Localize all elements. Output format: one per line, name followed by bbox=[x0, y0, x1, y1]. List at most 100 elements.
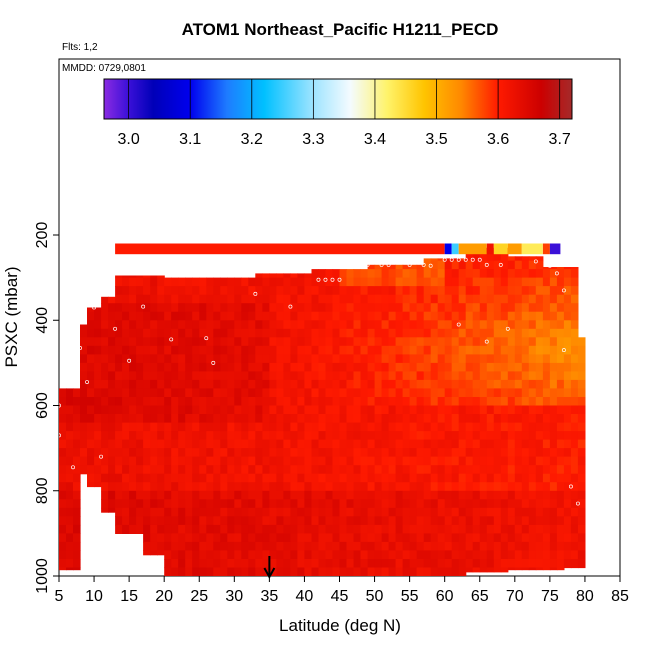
heatmap-cell bbox=[381, 490, 390, 500]
heatmap-cell bbox=[325, 414, 334, 424]
heatmap-cell bbox=[115, 490, 123, 500]
heatmap-cell bbox=[500, 499, 509, 509]
heatmap-cell bbox=[276, 277, 284, 287]
heatmap-cell bbox=[241, 473, 249, 483]
heatmap-cell bbox=[325, 345, 334, 355]
heatmap-cell bbox=[465, 320, 474, 330]
heatmap-cell bbox=[115, 362, 123, 372]
heatmap-cell bbox=[500, 337, 509, 347]
heatmap-cell bbox=[276, 550, 284, 560]
heatmap-cell bbox=[297, 303, 305, 313]
heatmap-cell bbox=[535, 286, 544, 296]
heatmap-cell bbox=[563, 533, 572, 543]
heatmap-cell bbox=[577, 354, 586, 364]
heatmap-cell bbox=[535, 448, 544, 458]
heatmap-cell bbox=[192, 277, 200, 287]
heatmap-cell bbox=[409, 499, 418, 509]
heatmap-cell bbox=[528, 345, 537, 355]
heatmap-cell bbox=[143, 507, 151, 517]
heatmap-cell bbox=[374, 482, 383, 492]
heatmap-cell bbox=[143, 414, 151, 424]
heatmap-cell bbox=[486, 482, 495, 492]
heatmap-cell bbox=[444, 337, 453, 347]
heatmap-cell bbox=[458, 286, 467, 296]
heatmap-cell bbox=[339, 507, 348, 517]
heatmap-cell bbox=[192, 456, 200, 466]
heatmap-cell bbox=[570, 379, 579, 389]
heatmap-cell bbox=[234, 567, 242, 576]
heatmap-cell bbox=[367, 422, 376, 432]
heatmap-cell bbox=[500, 559, 509, 569]
heatmap-cell bbox=[255, 550, 263, 560]
heatmap-cell bbox=[80, 345, 88, 355]
heatmap-cell bbox=[297, 567, 305, 576]
heatmap-cell bbox=[311, 559, 320, 569]
heatmap-cell bbox=[535, 541, 544, 551]
heatmap-cell bbox=[360, 379, 369, 389]
heatmap-cell bbox=[171, 422, 179, 432]
heatmap-cell bbox=[528, 294, 537, 304]
heatmap-cell bbox=[262, 345, 270, 355]
heatmap-cell bbox=[220, 559, 228, 569]
heatmap-cell bbox=[500, 414, 509, 424]
heatmap-cell bbox=[423, 422, 432, 432]
heatmap-cell bbox=[479, 311, 488, 321]
heatmap-cell bbox=[395, 269, 404, 279]
heatmap-cell bbox=[486, 354, 495, 364]
heatmap-cell bbox=[346, 388, 355, 398]
heatmap-cell bbox=[339, 345, 348, 355]
heatmap-cell bbox=[122, 337, 130, 347]
heatmap-cell bbox=[402, 414, 411, 424]
heatmap-cell bbox=[416, 448, 425, 458]
heatmap-cell bbox=[493, 465, 502, 475]
heatmap-cell bbox=[402, 277, 411, 287]
heatmap-cell bbox=[367, 490, 376, 500]
heatmap-cell bbox=[514, 379, 523, 389]
heatmap-cell bbox=[430, 473, 439, 483]
heatmap-cell bbox=[395, 439, 404, 449]
heatmap-cell bbox=[192, 550, 200, 560]
heatmap-cell bbox=[136, 345, 144, 355]
heatmap-cell bbox=[570, 533, 579, 543]
heatmap-cell bbox=[213, 345, 221, 355]
heatmap-cell bbox=[577, 422, 586, 432]
heatmap-cell bbox=[360, 524, 369, 534]
heatmap-cell bbox=[150, 422, 158, 432]
heatmap-anomaly-cell bbox=[542, 243, 550, 255]
heatmap-cell bbox=[465, 507, 474, 517]
heatmap-cell bbox=[444, 405, 453, 415]
heatmap-cell bbox=[248, 533, 256, 543]
heatmap-cell bbox=[409, 507, 418, 517]
y-tick-label: 600 bbox=[34, 392, 51, 419]
heatmap-cell bbox=[535, 499, 544, 509]
heatmap-cell bbox=[157, 354, 165, 364]
heatmap-cell bbox=[465, 354, 474, 364]
heatmap-cell bbox=[535, 388, 544, 398]
heatmap-cell bbox=[388, 422, 397, 432]
heatmap-cell bbox=[577, 533, 586, 543]
heatmap-cell bbox=[213, 371, 221, 381]
heatmap-cell bbox=[87, 465, 95, 475]
heatmap-cell bbox=[234, 550, 242, 560]
heatmap-cell bbox=[528, 379, 537, 389]
heatmap-cell bbox=[129, 311, 137, 321]
heatmap-cell bbox=[143, 397, 151, 407]
heatmap-cell bbox=[199, 422, 207, 432]
heatmap-cell bbox=[507, 448, 516, 458]
heatmap-cell bbox=[129, 422, 137, 432]
heatmap-cell bbox=[423, 320, 432, 330]
heatmap-cell bbox=[199, 388, 207, 398]
heatmap-cell bbox=[556, 269, 565, 279]
heatmap-cell bbox=[164, 286, 172, 296]
heatmap-cell bbox=[171, 414, 179, 424]
heatmap-cell bbox=[409, 465, 418, 475]
heatmap-cell bbox=[304, 388, 312, 398]
heatmap-cell bbox=[542, 473, 551, 483]
heatmap-cell bbox=[395, 550, 404, 560]
heatmap-cell bbox=[444, 448, 453, 458]
heatmap-cell bbox=[318, 482, 327, 492]
heatmap-cell bbox=[500, 541, 509, 551]
heatmap-cell bbox=[339, 490, 348, 500]
heatmap-cell bbox=[227, 379, 235, 389]
heatmap-cell bbox=[318, 362, 327, 372]
